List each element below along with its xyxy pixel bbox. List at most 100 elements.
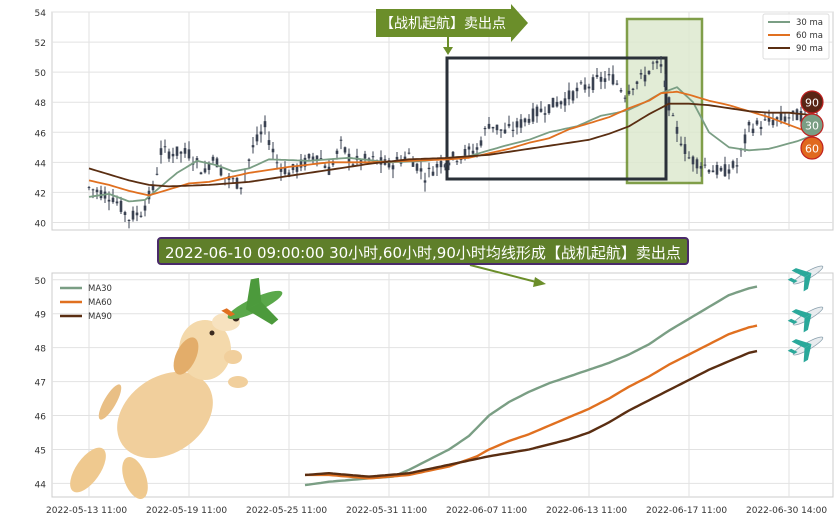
toy-plane-icon [221, 277, 283, 325]
candle-body [555, 101, 559, 107]
candle-body [535, 106, 539, 117]
candle-body [179, 151, 183, 154]
candle-body [783, 116, 787, 122]
candle-body [107, 199, 111, 202]
dog-ear [173, 337, 199, 375]
candle-body [163, 146, 167, 148]
candle-body [651, 62, 655, 64]
candle-body [203, 168, 207, 173]
candle-body [407, 152, 411, 154]
candle-body [587, 86, 591, 89]
candle-body [731, 161, 735, 168]
candle-body [423, 180, 427, 183]
top-ytick-label: 46 [35, 129, 47, 139]
candle-body [95, 189, 99, 193]
candle-body [475, 147, 479, 150]
candle-body [567, 90, 571, 100]
dog-leg [70, 447, 106, 493]
candle-body [751, 128, 755, 133]
annotation-pointer-head [443, 47, 453, 55]
ma90-line-top [88, 102, 818, 188]
top-ytick-label: 48 [35, 99, 47, 109]
dog-paw [224, 350, 242, 364]
candle-body [643, 74, 647, 82]
candle-body [111, 197, 115, 203]
candle-body [167, 151, 171, 159]
candle-body [155, 173, 159, 175]
candle-body [287, 172, 291, 177]
dog-eye [209, 330, 215, 336]
top-ytick-label: 54 [35, 9, 47, 19]
bottom-ytick-label: 45 [35, 446, 46, 456]
candle-body [515, 121, 519, 128]
bottom-ma90-line [304, 349, 758, 478]
candle-body [519, 119, 523, 128]
candle-body [795, 109, 799, 121]
dog-paw [228, 376, 248, 388]
candle-body [775, 117, 779, 120]
candle-body [119, 200, 123, 212]
top-panel-frame [51, 11, 834, 231]
top-ytick-label: 42 [35, 189, 46, 199]
ma60-line-top [88, 90, 818, 197]
candle-body [707, 170, 711, 173]
candle-body [267, 140, 271, 146]
candle-body [139, 215, 143, 217]
annotation-label: 【战机起航】卖出点 [380, 16, 506, 32]
candle-body [483, 127, 487, 130]
bottom-legend-label: MA90 [88, 312, 112, 322]
candle-body [271, 148, 275, 153]
candle-body [503, 129, 507, 134]
candle-body [603, 78, 607, 82]
candle-body [415, 163, 419, 171]
banner-pointer-head [533, 277, 546, 287]
candle-body [183, 148, 187, 154]
candle-body [315, 155, 319, 160]
candle-body [395, 156, 399, 160]
candle-body [463, 149, 467, 156]
candle-body [583, 84, 587, 90]
airplane-tail [787, 277, 798, 283]
candle-body [487, 123, 491, 129]
candle-body [763, 119, 767, 121]
candle-body [411, 160, 415, 167]
candle-body [455, 161, 459, 163]
bottom-xtick-label: 2022-06-30 14:00 [746, 506, 827, 516]
candle-body [279, 167, 283, 172]
candle-body [723, 164, 727, 177]
ma-end-badge [800, 113, 824, 137]
candle-body [239, 187, 243, 190]
candle-body [491, 126, 495, 129]
candle-body [559, 101, 563, 105]
candle-body [283, 167, 287, 175]
bottom-xtick-label: 2022-05-25 11:00 [246, 506, 327, 516]
candle-body [431, 171, 435, 176]
candle-body [683, 144, 687, 154]
bottom-legend-label: MA60 [88, 298, 112, 308]
candle-body [599, 76, 603, 82]
candle-body [143, 205, 147, 211]
candle-body [563, 98, 567, 106]
candle-body [551, 97, 555, 108]
dog-illustration [70, 313, 248, 500]
ma-end-badge [800, 90, 824, 114]
bottom-ytick-label: 46 [35, 413, 47, 423]
bottom-xtick-label: 2022-05-13 11:00 [46, 506, 127, 516]
airplane-wing [803, 344, 812, 363]
candle-body [335, 150, 339, 154]
candle-body [339, 139, 343, 141]
airplane-wing [791, 268, 812, 277]
candle-body [275, 162, 279, 164]
candle-body [607, 74, 611, 76]
candle-body [791, 110, 795, 114]
candle-body [391, 165, 395, 170]
candle-body [435, 163, 439, 168]
candle-body [259, 131, 263, 135]
candle-body [727, 169, 731, 174]
candle-body [199, 172, 203, 175]
candle-body [175, 146, 179, 156]
candle-body [351, 164, 355, 166]
candle-body [771, 119, 775, 126]
signal-banner: 2022-06-10 09:00:00 30小时,60小时,90小时均线形成【战… [157, 237, 689, 265]
